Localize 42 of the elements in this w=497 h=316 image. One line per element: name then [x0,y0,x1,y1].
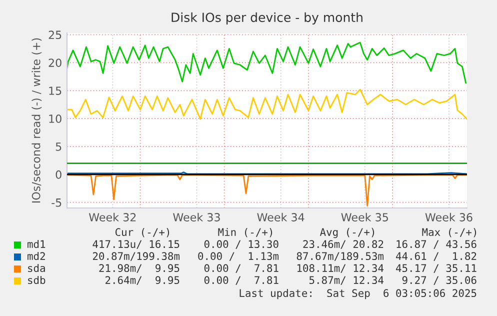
text: Last update: Sat Sep 6 03:05:06 2025 [240,288,476,300]
legend-label: sda [28,264,45,272]
y-tick-label: 15 [49,86,62,95]
line-series [67,174,467,206]
x-tick-label: Week 36 [425,212,472,222]
legend-label: md1 [28,240,46,248]
text: 0.00 / 1.13m [198,252,279,261]
text: Min (-/+) [218,228,272,238]
text: 45.17 / 35.11 [396,264,476,273]
text: Cur (-/+) [115,228,170,238]
text: 44.61 / 1.82 [396,252,476,261]
x-tick-label: Week 35 [341,212,388,222]
text: 5.87m/ 12.34 [309,276,384,285]
text: 21.98m/ 9.95 [99,264,180,273]
text: 87.67m/189.53m [296,252,384,261]
text: 2.64m/ 9.95 [106,276,180,285]
y-tick-label: 5 [56,142,62,151]
text: 16.87 / 43.56 [396,240,476,249]
y-tick-label: 20 [48,58,62,68]
text: 108.11m/ 12.34 [297,264,384,273]
text: 0.00 / 13.30 [204,240,278,249]
line-series [67,88,467,120]
text: 0.00 / 7.81 [204,264,278,273]
text: 417.13u/ 16.15 [92,240,180,249]
x-tick-label: Week 33 [173,212,220,222]
y-tick-label: -5 [52,198,62,207]
text: Avg (-/+) [320,228,374,238]
y-tick-label: 10 [49,114,62,123]
y-tick-label: 25 [48,30,62,40]
x-tick-label: Week 32 [88,212,136,222]
text: 0.00 / 7.81 [204,276,278,285]
x-tick-label: Week 34 [257,212,304,222]
text: Max (-/+) [422,228,476,238]
text: 23.46m/ 20.82 [303,240,384,249]
y-tick-label: 0 [56,170,62,179]
legend-label: md2 [28,252,45,260]
chart-title: Disk IOs per device - by month [172,12,362,24]
text: 20.87m/199.38m [92,252,180,261]
legend-label: sdb [28,276,46,284]
y-axis-title: IOs/second read (-) / write (+) [32,38,42,203]
text: 9.27 / 35.06 [402,276,476,285]
line-series [67,42,466,84]
